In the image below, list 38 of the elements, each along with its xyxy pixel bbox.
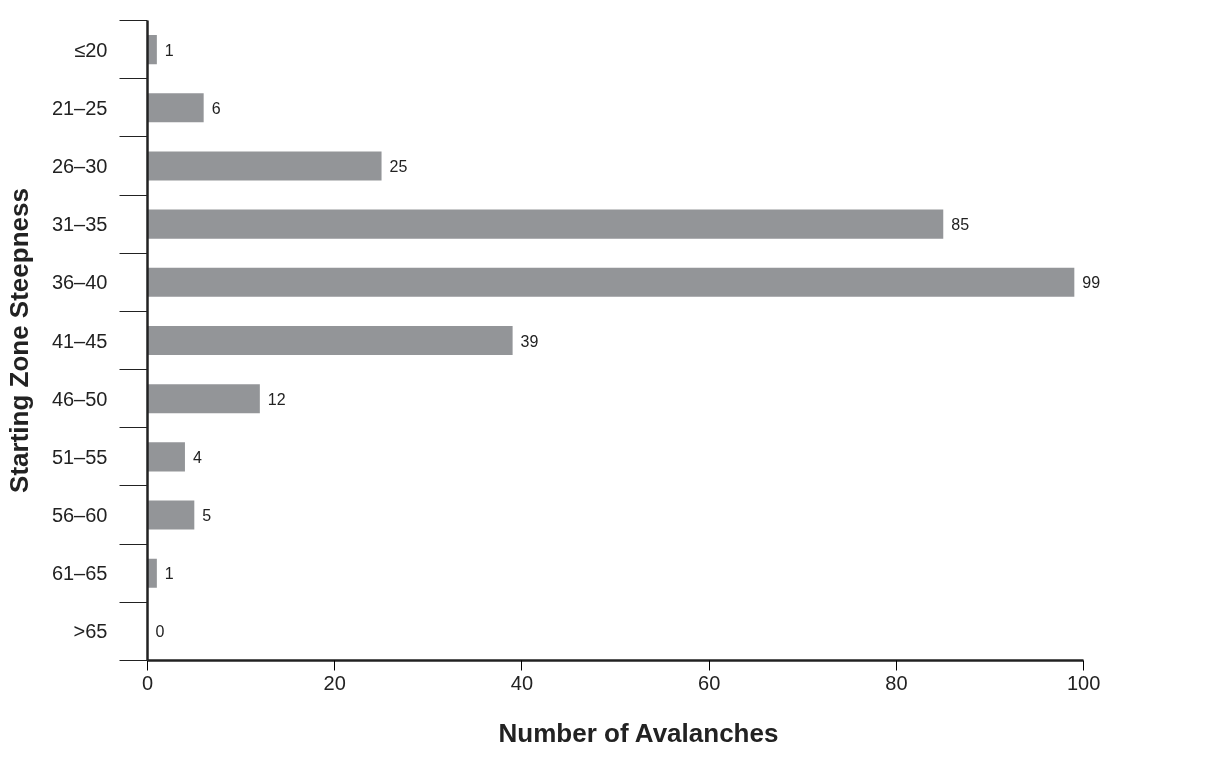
y-tick-label: 51–55 xyxy=(51,445,108,468)
data-label: 25 xyxy=(389,157,408,175)
x-tick-label: 20 xyxy=(323,671,346,694)
x-tick-label: 40 xyxy=(510,671,534,694)
data-label: 1 xyxy=(164,565,174,583)
data-label: 0 xyxy=(155,623,165,641)
x-axis-title: Number of Avalanches xyxy=(498,717,779,748)
y-tick-label: 26–30 xyxy=(51,154,108,177)
data-label: 99 xyxy=(1082,274,1101,292)
data-label: 6 xyxy=(211,99,221,117)
y-tick-label: 56–60 xyxy=(51,504,108,527)
y-tick-label: ≤20 xyxy=(74,38,108,61)
data-label: 85 xyxy=(951,216,970,234)
y-tick-label: 36–40 xyxy=(51,271,108,294)
y-tick-label: >65 xyxy=(73,620,108,643)
x-tick-label: 100 xyxy=(1067,671,1101,694)
bar xyxy=(147,267,1075,297)
bar xyxy=(147,209,944,239)
y-tick-label: 21–25 xyxy=(51,96,108,119)
data-label: 1 xyxy=(164,41,174,59)
bar xyxy=(147,500,195,530)
y-tick-label: 46–50 xyxy=(51,387,108,410)
y-tick-label: 61–65 xyxy=(51,562,108,585)
y-axis-title: Starting Zone Steepness xyxy=(3,188,34,493)
x-tick-label: 80 xyxy=(885,671,908,694)
bar xyxy=(147,384,260,414)
bar xyxy=(147,325,513,356)
data-label: 39 xyxy=(520,332,539,350)
y-tick-label: 31–35 xyxy=(51,213,108,236)
y-tick-label: 41–45 xyxy=(51,329,108,352)
data-label: 5 xyxy=(202,507,212,525)
data-label: 12 xyxy=(267,390,286,408)
bar xyxy=(147,151,382,181)
data-label: 4 xyxy=(192,448,202,466)
bar xyxy=(147,93,204,123)
x-tick-label: 60 xyxy=(698,671,721,694)
bar xyxy=(147,442,185,472)
x-tick-label: 0 xyxy=(141,671,154,694)
